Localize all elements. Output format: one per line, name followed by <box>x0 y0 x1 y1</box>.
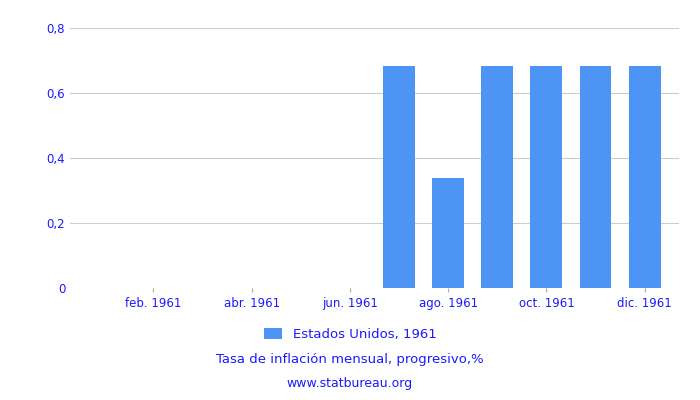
Text: www.statbureau.org: www.statbureau.org <box>287 378 413 390</box>
Bar <box>482 66 513 288</box>
Bar <box>531 66 562 288</box>
Bar <box>629 66 661 288</box>
Bar <box>383 66 415 288</box>
Legend: Estados Unidos, 1961: Estados Unidos, 1961 <box>258 322 442 346</box>
Text: Tasa de inflación mensual, progresivo,%: Tasa de inflación mensual, progresivo,% <box>216 354 484 366</box>
Bar <box>432 178 464 288</box>
Bar <box>580 66 612 288</box>
